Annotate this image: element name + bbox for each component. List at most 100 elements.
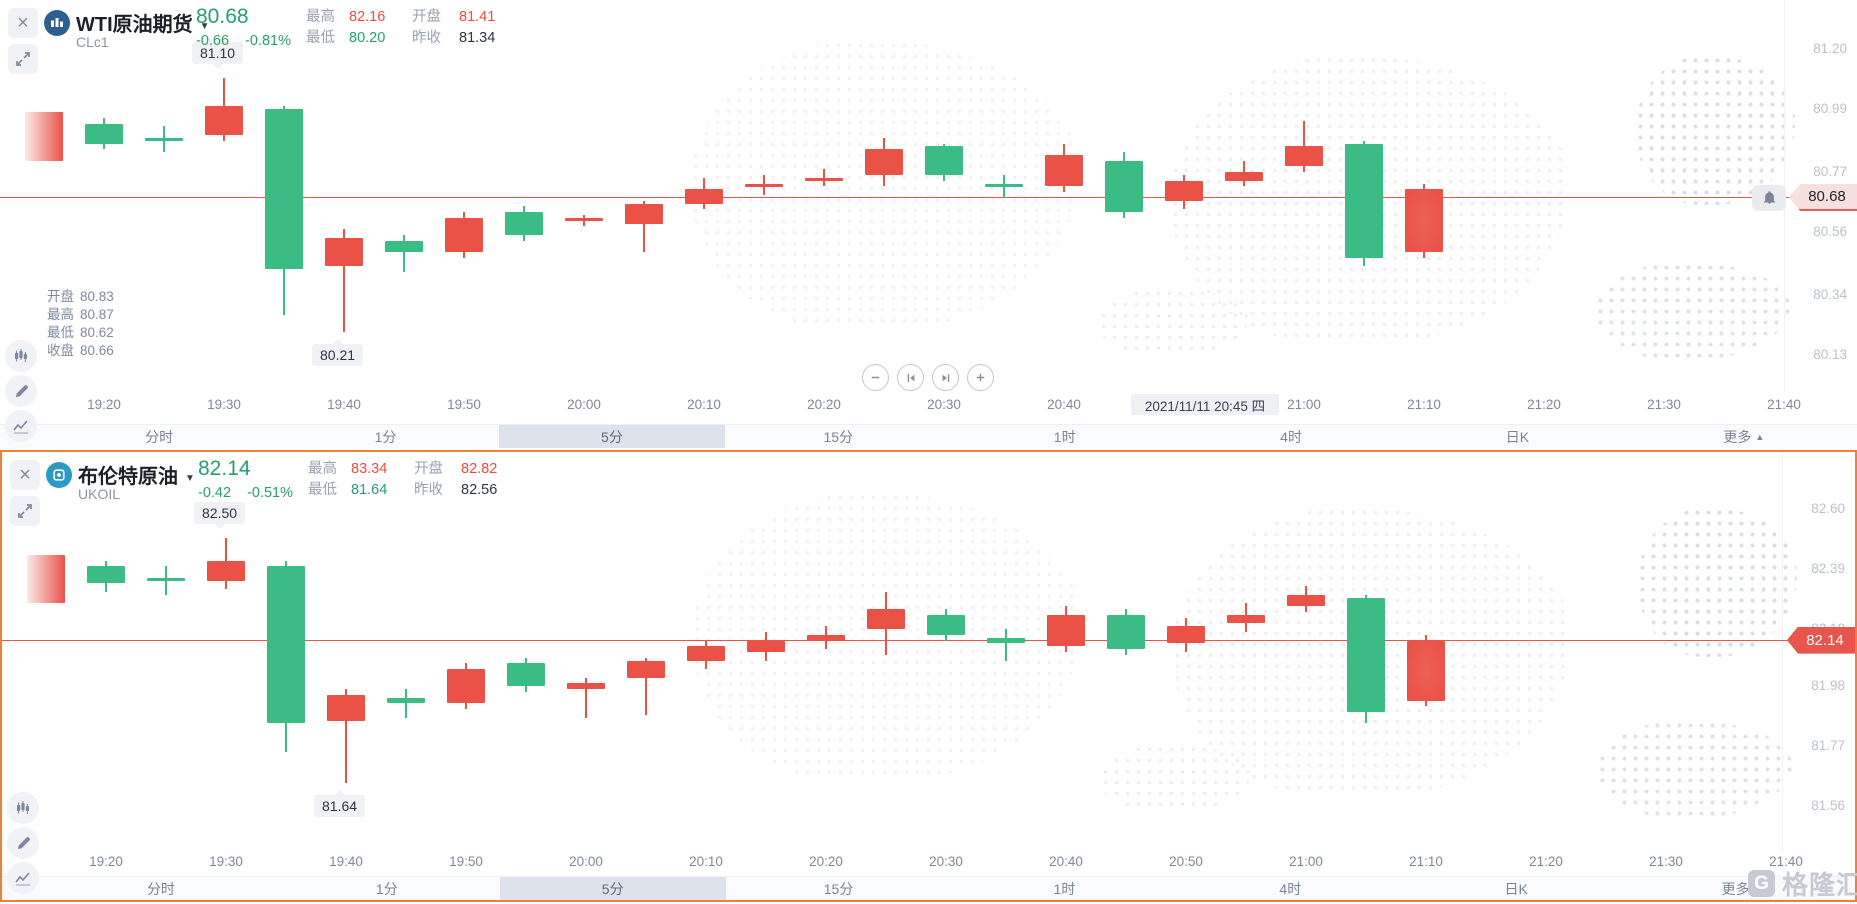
price-axis-tick: 80.34 bbox=[1813, 286, 1847, 302]
timeframe-tab[interactable]: 1时 bbox=[1053, 428, 1076, 445]
price-axis-tick: 80.77 bbox=[1813, 164, 1847, 180]
candle bbox=[805, 177, 843, 181]
candle-wick bbox=[403, 234, 405, 273]
timeframe-tab[interactable]: 日K bbox=[1505, 428, 1530, 445]
map-dots-pattern bbox=[1098, 288, 1248, 358]
time-axis-tick: 20:10 bbox=[687, 397, 721, 412]
price-axis-tick: 81.20 bbox=[1813, 41, 1847, 57]
timeframe-tab[interactable]: 1分 bbox=[374, 428, 397, 445]
time-axis-tick: 19:30 bbox=[209, 854, 243, 869]
close-icon[interactable]: × bbox=[8, 8, 38, 38]
time-axis-tick: 20:50 bbox=[1169, 854, 1203, 869]
quote-stats: 最高 82.16 开盘 81.41 最低 80.20 昨收 81.34 bbox=[306, 9, 517, 46]
stat-label: 最低 bbox=[306, 30, 335, 46]
time-axis-tick: 21:30 bbox=[1647, 397, 1681, 412]
candle-glow bbox=[1395, 167, 1453, 274]
instrument-symbol: UKOIL bbox=[78, 486, 121, 502]
instrument-symbol: CLc1 bbox=[76, 34, 109, 50]
indicator-line-icon[interactable] bbox=[7, 862, 39, 894]
crosshair-ohlc-legend: 开盘 80.83 最高 80.87 最低 80.62 收盘 80.66 bbox=[47, 289, 114, 358]
timeframe-tab[interactable]: 4时 bbox=[1279, 880, 1302, 897]
skip-to-start-button[interactable] bbox=[897, 364, 924, 391]
zoom-out-button[interactable] bbox=[862, 364, 889, 391]
price-axis-divider bbox=[1782, 452, 1783, 852]
candle bbox=[627, 660, 665, 678]
stat-value: 82.56 bbox=[461, 482, 498, 498]
price-axis-tick: 81.56 bbox=[1811, 798, 1845, 814]
candle bbox=[985, 183, 1023, 187]
time-axis-tick: 21:10 bbox=[1407, 397, 1441, 412]
candle bbox=[867, 609, 905, 630]
price-axis-tick: 80.56 bbox=[1813, 224, 1847, 240]
candle bbox=[387, 697, 425, 704]
candle bbox=[1107, 614, 1145, 650]
candle-wick bbox=[1005, 629, 1007, 661]
time-axis-tick: 20:00 bbox=[567, 397, 601, 412]
time-axis-tick: 20:00 bbox=[569, 854, 603, 869]
expand-icon[interactable] bbox=[10, 496, 40, 526]
candle bbox=[925, 146, 963, 175]
low-price-tooltip: 80.21 bbox=[312, 339, 364, 367]
change-value: -0.66 bbox=[196, 33, 230, 49]
candle bbox=[1167, 626, 1205, 644]
timeframe-tab[interactable]: 5分 bbox=[499, 877, 726, 900]
time-axis-tick: 19:30 bbox=[207, 397, 241, 412]
close-icon[interactable]: × bbox=[10, 460, 40, 490]
change-value: -0.42 bbox=[198, 485, 232, 501]
candle bbox=[385, 240, 423, 253]
stat-label: 开盘 bbox=[414, 461, 443, 477]
expand-icon[interactable] bbox=[8, 44, 38, 74]
time-axis-tick: 19:20 bbox=[87, 397, 121, 412]
chart-type-candle-icon[interactable] bbox=[7, 792, 39, 824]
candle bbox=[1405, 189, 1443, 253]
stat-value: 81.64 bbox=[351, 482, 388, 498]
zoom-in-button[interactable] bbox=[967, 364, 994, 391]
current-price-tag: 80.68 bbox=[1789, 183, 1857, 211]
timeframe-tab[interactable]: 5分 bbox=[498, 425, 726, 448]
timeframe-tab[interactable]: 分时 bbox=[146, 880, 175, 897]
chart-type-candle-icon[interactable] bbox=[5, 340, 37, 372]
candle bbox=[205, 106, 243, 136]
time-axis-tick: 21:30 bbox=[1649, 854, 1683, 869]
draw-pencil-icon[interactable] bbox=[5, 375, 37, 407]
candle bbox=[25, 112, 63, 161]
candle-wick bbox=[343, 229, 345, 333]
candle bbox=[445, 217, 483, 253]
candle-wick bbox=[405, 689, 407, 718]
timeframe-tab[interactable]: 15分 bbox=[823, 428, 854, 445]
candle bbox=[747, 640, 785, 652]
brent-chart-panel: × 布伦特原油 ▼ UKOIL 82.14 -0.42 -0.51% 最高 83.3… bbox=[0, 450, 1857, 902]
time-axis-tick: 20:40 bbox=[1049, 854, 1083, 869]
price-alert-bell-icon[interactable] bbox=[1752, 184, 1786, 211]
candle-wick bbox=[585, 677, 587, 718]
candle bbox=[87, 566, 125, 584]
timeframe-tab[interactable]: 1分 bbox=[375, 880, 398, 897]
map-dots-pattern bbox=[692, 492, 1082, 782]
draw-pencil-icon[interactable] bbox=[7, 827, 39, 859]
timeframe-tab[interactable]: 更多▲ bbox=[1723, 428, 1765, 445]
candle-wick bbox=[645, 657, 647, 715]
candle bbox=[327, 694, 365, 721]
time-axis-tick: 19:40 bbox=[327, 397, 361, 412]
high-price-tooltip: 81.10 bbox=[192, 41, 244, 69]
skip-to-end-button[interactable] bbox=[932, 364, 959, 391]
time-axis-tick: 21:00 bbox=[1287, 397, 1321, 412]
chart-plot-area[interactable]: 81.20 80.99 80.77 80.56 80.34 80.13 80.68 81.… bbox=[0, 0, 1857, 392]
indicator-line-icon[interactable] bbox=[5, 410, 37, 442]
instrument-title[interactable]: 布伦特原油 ▼ bbox=[78, 466, 195, 488]
timeframe-tab[interactable]: 分时 bbox=[145, 428, 174, 445]
stat-value: 83.34 bbox=[351, 461, 388, 477]
instrument-title[interactable]: WTI原油期货 ▼ bbox=[76, 14, 210, 36]
timeframe-tab[interactable]: 4时 bbox=[1280, 428, 1302, 445]
timeframe-tab[interactable]: 日K bbox=[1504, 880, 1528, 897]
timeframe-tab[interactable]: 15分 bbox=[823, 880, 854, 897]
time-axis-tick: 21:20 bbox=[1527, 397, 1561, 412]
time-axis-tick: 21:00 bbox=[1289, 854, 1323, 869]
time-axis-tick: 21:20 bbox=[1529, 854, 1563, 869]
time-axis-tick: 20:40 bbox=[1047, 397, 1081, 412]
candle bbox=[147, 577, 185, 581]
timeframe-tab[interactable]: 1时 bbox=[1053, 880, 1076, 897]
candle bbox=[507, 663, 545, 687]
